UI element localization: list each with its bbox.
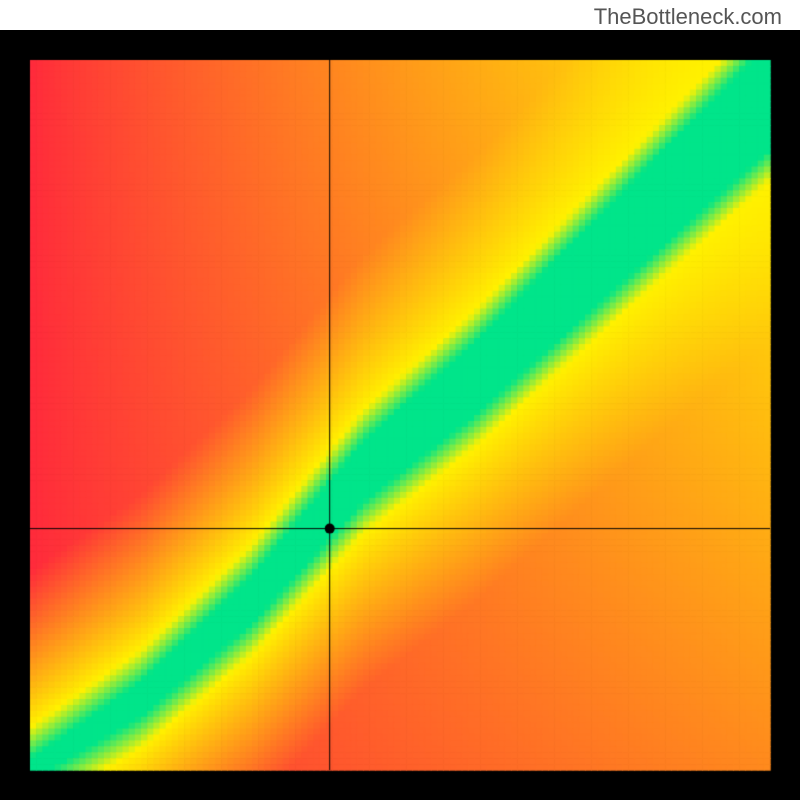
heatmap-canvas	[0, 30, 800, 800]
chart-container: TheBottleneck.com	[0, 0, 800, 800]
bottleneck-heatmap	[0, 30, 800, 800]
attribution-label: TheBottleneck.com	[594, 4, 782, 30]
